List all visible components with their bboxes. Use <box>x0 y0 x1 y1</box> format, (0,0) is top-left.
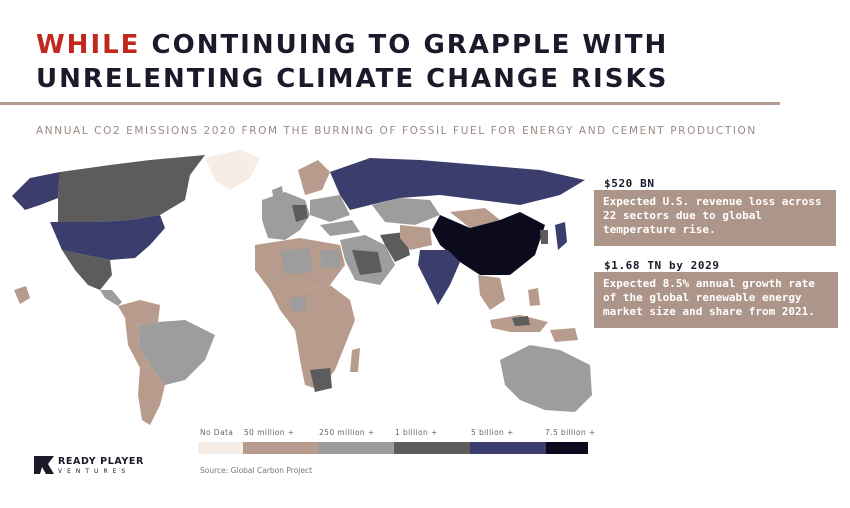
stat-value-renewable-market: $1.68 TN by 2029 <box>604 259 720 272</box>
region-usa <box>50 215 165 260</box>
region-central-africa <box>270 285 355 390</box>
region-alaska <box>12 172 60 210</box>
region-japan <box>555 222 567 250</box>
region-turkey <box>320 220 360 236</box>
map-subtitle: ANNUAL CO2 EMISSIONS 2020 FROM THE BURNI… <box>36 125 757 137</box>
legend-label-5b: 5 billion + <box>471 428 514 437</box>
legend-swatch-50m <box>243 442 318 454</box>
page-title: WHILE CONTINUING TO GRAPPLE WITH UNRELEN… <box>36 28 796 96</box>
region-mongolia <box>450 208 500 228</box>
region-saudi-arabia <box>352 250 382 275</box>
region-hawaii <box>14 286 30 304</box>
region-mexico <box>62 250 112 290</box>
title-line2: UNRELENTING CLIMATE CHANGE RISKS <box>36 64 669 94</box>
legend-label-no-data: No Data <box>200 428 234 437</box>
logo-line2: VENTURES <box>58 468 131 475</box>
legend-swatch-250m <box>318 442 394 454</box>
region-canada <box>58 155 205 222</box>
region-brazil <box>138 320 215 385</box>
region-southern-cone <box>138 365 165 425</box>
source-note: Source: Global Carbon Project <box>200 466 313 475</box>
legend-label-50m: 50 million + <box>244 428 295 437</box>
region-scandinavia <box>298 160 330 195</box>
legend-swatch-7-5b <box>546 442 588 454</box>
region-australia <box>500 345 592 412</box>
company-logo: READY PLAYER VENTURES <box>34 456 143 478</box>
region-germany <box>292 205 308 222</box>
stat-value-revenue-loss: $520 BN <box>604 177 655 190</box>
region-south-africa <box>310 368 332 392</box>
region-north-south-america <box>118 300 160 325</box>
title-divider <box>0 102 780 105</box>
region-eastern-europe <box>310 195 350 222</box>
legend-label-250m: 250 million + <box>319 428 375 437</box>
region-nigeria <box>290 296 306 312</box>
world-map <box>12 150 592 425</box>
legend-swatch-1b <box>394 442 470 454</box>
region-korea <box>540 230 548 244</box>
region-uk <box>272 186 284 202</box>
legend-swatch-no-data <box>198 442 243 454</box>
region-greenland <box>205 150 260 190</box>
region-algeria <box>280 248 312 275</box>
region-malaysia <box>512 316 530 326</box>
title-line1: CONTINUING TO GRAPPLE WITH <box>140 30 669 60</box>
region-madagascar <box>350 348 360 372</box>
region-central-america <box>100 290 122 306</box>
map-legend: No Data 50 million + 250 million + 1 bil… <box>198 428 598 454</box>
region-egypt <box>320 250 340 268</box>
region-papua <box>550 328 578 342</box>
region-china <box>432 212 545 275</box>
region-southeast-asia <box>478 275 505 310</box>
stat-box-revenue-loss: Expected U.S. revenue loss across 22 sec… <box>594 190 836 246</box>
logo-mark-icon <box>34 456 54 474</box>
legend-label-1b: 1 billion + <box>395 428 438 437</box>
logo-line1: READY PLAYER <box>58 456 144 467</box>
region-western-europe <box>262 192 310 240</box>
legend-label-7-5b: 7.5 billion + <box>545 428 596 437</box>
region-philippines <box>528 288 540 306</box>
region-central-asia <box>400 225 432 250</box>
title-accent: WHILE <box>36 30 141 60</box>
region-andes <box>125 318 150 368</box>
region-india <box>418 250 460 305</box>
stat-box-renewable-market: Expected 8.5% annual growth rate of the … <box>594 272 838 328</box>
region-kazakhstan <box>372 198 440 225</box>
region-russia <box>330 158 585 210</box>
legend-swatch-5b <box>470 442 546 454</box>
